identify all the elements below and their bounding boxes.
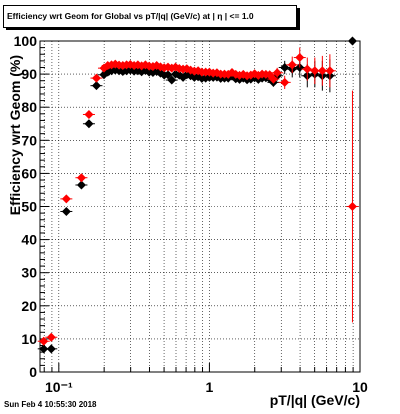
axis-ticks: 0 10 20 30 40 50 60 70 80 90 100 10⁻¹ 1 10	[14, 33, 368, 395]
y-tick-label: 70	[21, 132, 37, 148]
data-point	[163, 70, 173, 80]
data-point	[280, 77, 290, 87]
data-point	[84, 109, 94, 119]
data-point	[76, 180, 86, 190]
y-tick-label: 100	[14, 33, 38, 49]
data-point	[167, 75, 177, 85]
grid-layer	[40, 40, 361, 373]
data-point	[268, 74, 278, 84]
data-point	[46, 332, 56, 342]
data-point	[295, 53, 305, 63]
y-axis-label: Efficiency wrt Geom (%)	[7, 55, 23, 215]
data-point	[287, 60, 297, 70]
data-point	[347, 36, 357, 46]
data-point	[76, 173, 86, 183]
y-tick-label: 40	[21, 232, 37, 248]
data-point	[46, 344, 56, 354]
y-tick-label: 50	[21, 199, 37, 215]
title-box-shadow-side	[297, 8, 300, 30]
chart-title: Efficiency wrt Geom for Global vs pT/|q|…	[3, 5, 297, 28]
x-tick-label: 10⁻¹	[45, 379, 73, 395]
data-point	[317, 66, 327, 76]
data-point	[91, 73, 101, 83]
title-box-shadow	[6, 28, 300, 30]
datestamp: Sun Feb 4 10:55:30 2018	[4, 400, 97, 409]
x-axis-label: pT/|q| (GeV/c)	[270, 392, 360, 408]
y-tick-label: 90	[21, 66, 37, 82]
data-point	[272, 68, 282, 78]
data-point	[325, 66, 335, 76]
data-point	[347, 202, 357, 211]
data-point	[61, 194, 71, 204]
y-tick-label: 0	[29, 364, 37, 380]
series-1	[37, 47, 359, 346]
data-point	[280, 62, 290, 72]
data-point	[310, 66, 320, 76]
data-point	[39, 336, 49, 346]
data-point	[39, 344, 49, 354]
data-point	[302, 64, 312, 74]
data-point	[61, 206, 71, 216]
x-tick-label: 1	[206, 379, 214, 395]
y-tick-label: 30	[21, 265, 37, 281]
data-point	[84, 119, 94, 129]
data-point	[91, 81, 101, 91]
y-tick-label: 60	[21, 165, 37, 181]
data-layer	[37, 36, 359, 354]
y-tick-label: 80	[21, 99, 37, 115]
y-tick-label: 10	[21, 331, 37, 347]
y-tick-label: 20	[21, 298, 37, 314]
x-tick-label: 10	[352, 379, 368, 395]
